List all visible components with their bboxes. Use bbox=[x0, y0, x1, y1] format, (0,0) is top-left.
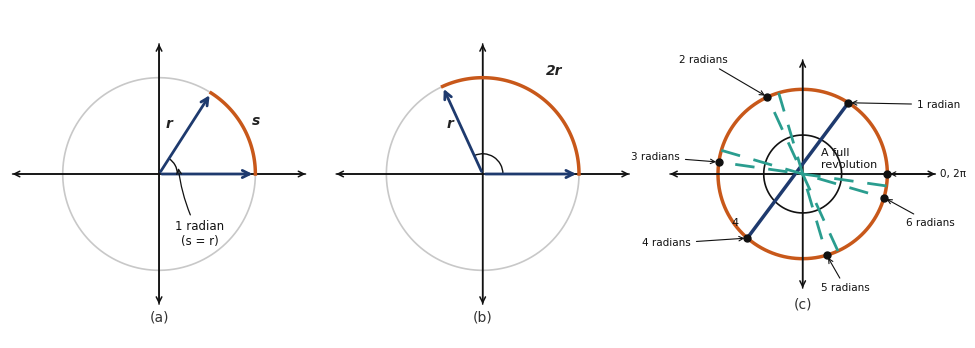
Text: (a): (a) bbox=[149, 311, 169, 325]
Text: 2r: 2r bbox=[546, 64, 563, 78]
Text: 6 radians: 6 radians bbox=[887, 200, 955, 228]
Text: (b): (b) bbox=[473, 311, 492, 325]
Text: 1 radian
(s = r): 1 radian (s = r) bbox=[175, 169, 224, 248]
Text: 1 radian: 1 radian bbox=[852, 100, 960, 110]
Text: (c): (c) bbox=[794, 298, 812, 311]
Text: s: s bbox=[253, 114, 260, 128]
Text: r: r bbox=[447, 117, 453, 130]
Text: 4 radians: 4 radians bbox=[643, 236, 743, 248]
Text: 5 radians: 5 radians bbox=[821, 259, 870, 293]
Text: 2 radians: 2 radians bbox=[680, 55, 764, 95]
Text: 4: 4 bbox=[731, 218, 739, 228]
Text: 0, 2π: 0, 2π bbox=[891, 169, 966, 179]
Text: r: r bbox=[165, 117, 173, 131]
Text: 3 radians: 3 radians bbox=[631, 152, 715, 164]
Text: A full
revolution: A full revolution bbox=[821, 148, 878, 170]
